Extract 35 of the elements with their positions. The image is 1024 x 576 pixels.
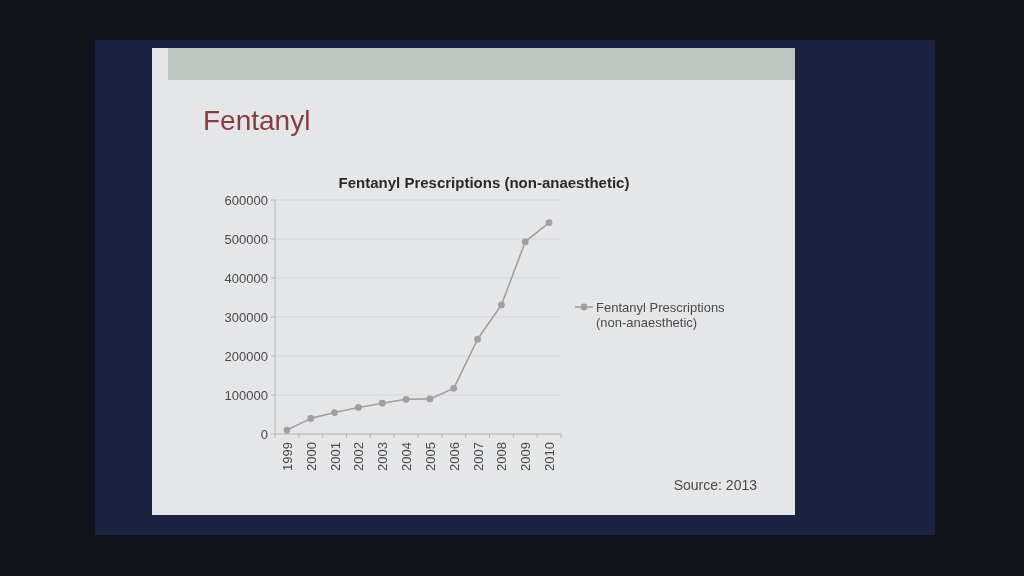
source-note: Source: 2013 (673, 477, 758, 493)
point (426, 395, 434, 403)
y-tick-label: 0 (260, 426, 268, 442)
point (331, 409, 338, 416)
x-tick-label: 1999 (279, 442, 295, 471)
x-tick-label: 2001 (327, 442, 343, 471)
point (402, 395, 410, 403)
point (307, 415, 315, 422)
point (545, 219, 553, 226)
point (521, 238, 529, 246)
legend-label: Fentanyl Prescriptions (non-anaesthetic) (596, 299, 726, 331)
x-tick-label: 2010 (542, 442, 558, 471)
x-tick-label: 2000 (303, 442, 319, 471)
point (283, 426, 291, 434)
y-tick-label: 400000 (224, 270, 268, 286)
y-tick-label: 300000 (224, 309, 268, 325)
chart-title: Fentanyl (203, 105, 311, 136)
point (474, 335, 481, 343)
x-tick-label: 2004 (399, 442, 415, 471)
point (355, 404, 362, 411)
y-tick-label: 100000 (224, 387, 268, 403)
x-tick-label: 2007 (470, 442, 486, 471)
y-tick-label: 500000 (224, 231, 268, 247)
y-tick-label: 200000 (224, 348, 268, 364)
point (498, 301, 505, 309)
x-tick-label: 2002 (351, 442, 367, 471)
x-tick-label: 2005 (422, 442, 438, 471)
x-tick-label: 2006 (446, 442, 462, 471)
x-tick-label: 2003 (375, 442, 391, 471)
chart-subtitle: Fentanyl Prescriptions (non-anaesthetic) (338, 174, 630, 191)
point (378, 399, 386, 407)
point (450, 384, 458, 392)
y-tick-label: 600000 (224, 192, 268, 208)
x-tick-label: 2009 (518, 442, 534, 471)
x-tick-label: 2008 (494, 442, 510, 471)
